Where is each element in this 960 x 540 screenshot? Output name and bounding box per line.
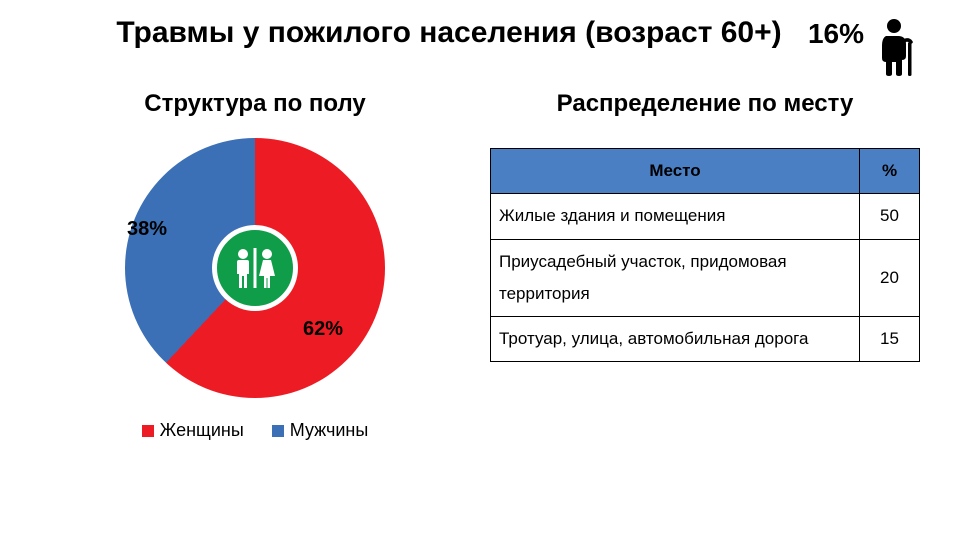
page-title: Травмы у пожилого населения (возраст 60+… xyxy=(90,14,808,52)
legend-label: Женщины xyxy=(160,420,244,441)
legend-item-women: Женщины xyxy=(142,420,244,441)
cell-percent: 15 xyxy=(860,317,920,362)
location-table: Место % Жилые здания и помещения50Приуса… xyxy=(490,148,920,362)
pie-label-women: 62% xyxy=(303,318,343,341)
elderly-person-icon xyxy=(872,18,920,76)
cell-place: Приусадебный участок, придомовая террито… xyxy=(491,239,860,317)
corner-percent: 16% xyxy=(808,18,864,50)
legend-label: Мужчины xyxy=(290,420,369,441)
table-header-place: Место xyxy=(491,149,860,194)
gender-pie-chart: 38% 62% xyxy=(125,138,385,398)
legend-item-men: Мужчины xyxy=(272,420,369,441)
table-row: Тротуар, улица, автомобильная дорога15 xyxy=(491,317,920,362)
cell-percent: 50 xyxy=(860,194,920,239)
cell-place: Тротуар, улица, автомобильная дорога xyxy=(491,317,860,362)
pie-label-men: 38% xyxy=(127,218,167,241)
pie-legend: Женщины Мужчины xyxy=(30,420,480,441)
swatch-icon xyxy=(272,425,284,437)
subhead-location: Распределение по месту xyxy=(480,90,930,118)
swatch-icon xyxy=(142,425,154,437)
corner-stat: 16% xyxy=(808,14,920,76)
table-header-percent: % xyxy=(860,149,920,194)
subhead-gender: Структура по полу xyxy=(30,90,480,118)
table-row: Приусадебный участок, придомовая террито… xyxy=(491,239,920,317)
cell-percent: 20 xyxy=(860,239,920,317)
pie-center-icon xyxy=(212,225,298,311)
cell-place: Жилые здания и помещения xyxy=(491,194,860,239)
table-row: Жилые здания и помещения50 xyxy=(491,194,920,239)
